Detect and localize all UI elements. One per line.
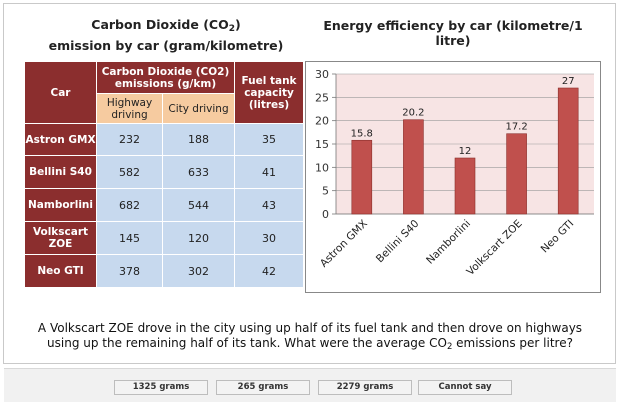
table-title: Carbon Dioxide (CO2) emission by car (gr… xyxy=(48,17,284,53)
category-label: Volkscart ZOE xyxy=(464,218,524,278)
bar xyxy=(506,133,527,215)
data-label: 12 xyxy=(459,146,472,157)
col-header-city: City driving xyxy=(161,93,236,124)
chart-title: Energy efficiency by car (kilometre/1 li… xyxy=(323,18,583,48)
row-car-name: Neo GTI xyxy=(24,254,97,288)
col-header-car: Car xyxy=(24,61,97,124)
col-header-highway: Highway driving xyxy=(96,93,163,124)
row-fuel-value: 41 xyxy=(234,155,305,189)
chart-svg: 0 5 10 15 20 25 30 15.8 Astron GMX 20.2 Bellini S4… xyxy=(315,68,594,278)
row-car-name: Astron GMX xyxy=(24,123,97,156)
y-tick-label: 30 xyxy=(315,68,329,81)
table-row: Neo GTI 378 302 42 xyxy=(24,254,305,288)
row-fuel-value: 35 xyxy=(234,123,305,156)
table-row: Volkscart ZOE 145 120 30 xyxy=(24,221,305,255)
y-tick-label: 5 xyxy=(322,185,329,198)
category-label: Neo GTI xyxy=(539,218,577,256)
row-city-value: 120 xyxy=(161,221,236,255)
y-tick-label: 10 xyxy=(315,161,329,174)
y-tick-label: 25 xyxy=(315,91,329,104)
row-city-value: 302 xyxy=(161,254,236,288)
row-highway-value: 582 xyxy=(96,155,163,189)
emissions-table: Car Carbon Dioxide (CO2) emissions (g/km… xyxy=(24,61,305,288)
row-fuel-value: 43 xyxy=(234,188,305,222)
row-car-name: Volkscart ZOE xyxy=(24,221,97,255)
efficiency-chart: 0 5 10 15 20 25 30 15.8 Astron GMX 20.2 Bellini S4… xyxy=(305,61,601,293)
table-row: Astron GMX 232 188 35 xyxy=(24,123,305,156)
col-header-fuel: Fuel tank capacity (litres) xyxy=(234,61,305,124)
bar xyxy=(351,139,373,215)
row-city-value: 633 xyxy=(161,155,236,189)
row-highway-value: 232 xyxy=(96,123,163,156)
answer-bar: 1325 grams 265 grams 2279 grams Cannot s… xyxy=(4,368,616,402)
col-header-co2: Carbon Dioxide (CO2) emissions (g/km) xyxy=(95,61,236,94)
row-highway-value: 682 xyxy=(96,188,163,222)
category-label: Bellini S40 xyxy=(374,218,422,266)
row-city-value: 544 xyxy=(161,188,236,222)
row-city-value: 188 xyxy=(161,123,236,156)
data-label: 15.8 xyxy=(351,128,373,139)
y-tick-label: 20 xyxy=(315,115,329,128)
data-label: 27 xyxy=(562,76,575,87)
bar xyxy=(557,87,579,215)
category-label: Astron GMX xyxy=(318,218,370,270)
row-fuel-value: 30 xyxy=(234,221,305,255)
y-tick-label: 15 xyxy=(315,138,329,151)
bar xyxy=(403,119,424,215)
answer-button-3[interactable]: 2279 grams xyxy=(318,380,412,395)
row-fuel-value: 42 xyxy=(234,254,305,288)
row-car-name: Bellini S40 xyxy=(24,155,97,189)
data-label: 20.2 xyxy=(402,108,424,119)
row-highway-value: 145 xyxy=(96,221,163,255)
category-label: Namborlini xyxy=(424,218,473,267)
row-car-name: Namborlini xyxy=(24,188,97,222)
y-tick-label: 0 xyxy=(322,208,329,221)
table-row: Namborlini 682 544 43 xyxy=(24,188,305,222)
bar xyxy=(454,157,476,215)
answer-button-2[interactable]: 265 grams xyxy=(216,380,310,395)
answer-button-4[interactable]: Cannot say xyxy=(418,380,512,395)
data-label: 17.2 xyxy=(505,122,527,133)
table-body: Astron GMX 232 188 35 Bellini S40 582 633 41 Nam… xyxy=(24,123,305,288)
answer-button-1[interactable]: 1325 grams xyxy=(114,380,208,395)
row-highway-value: 378 xyxy=(96,254,163,288)
question-text: A Volkscart ZOE drove in the city using … xyxy=(37,321,583,352)
table-row: Bellini S40 582 633 41 xyxy=(24,155,305,189)
